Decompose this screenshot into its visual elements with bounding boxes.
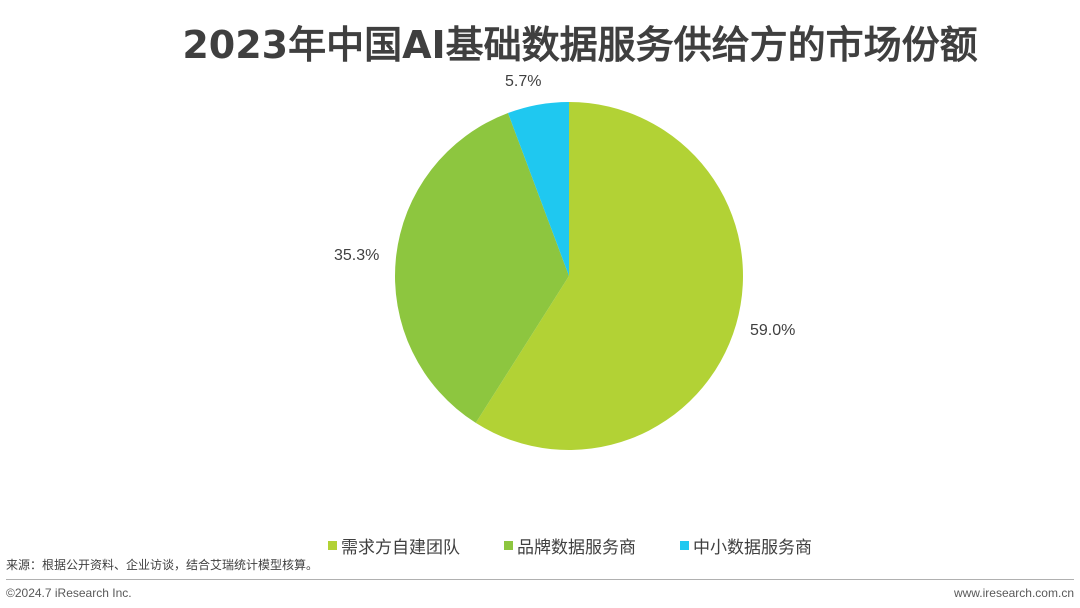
copyright: ©2024.7 iResearch Inc. [6, 586, 132, 600]
website-link[interactable]: www.iresearch.com.cn [953, 586, 1074, 600]
data-label-smb-vendors: 5.7% [505, 73, 542, 90]
legend-label: 中小数据服务商 [693, 538, 812, 557]
legend-item: 需求方自建团队 [328, 533, 460, 558]
legend-item: 品牌数据服务商 [504, 533, 636, 558]
pie-slice-1 [395, 113, 569, 423]
data-label-self-built: 59.0% [750, 322, 796, 339]
legend-item: 中小数据服务商 [680, 533, 812, 558]
legend-swatch [680, 541, 689, 550]
data-label-brand-vendors: 35.3% [334, 247, 380, 264]
legend-swatch [504, 541, 513, 550]
pie-slice-0 [475, 102, 743, 451]
legend-label: 需求方自建团队 [341, 538, 460, 557]
chart-title: 2023年中国AI基础数据服务供给方的市场份额 [182, 23, 978, 67]
legend-swatch [328, 541, 337, 550]
legend: 需求方自建团队 品牌数据服务商 中小数据服务商 [0, 533, 1080, 558]
pie-slice-2 [508, 102, 569, 276]
footer-divider [6, 579, 1074, 580]
legend-label: 品牌数据服务商 [517, 538, 636, 557]
source-note: 来源：根据公开资料、企业访谈，结合艾瑞统计模型核算。 [6, 558, 319, 572]
